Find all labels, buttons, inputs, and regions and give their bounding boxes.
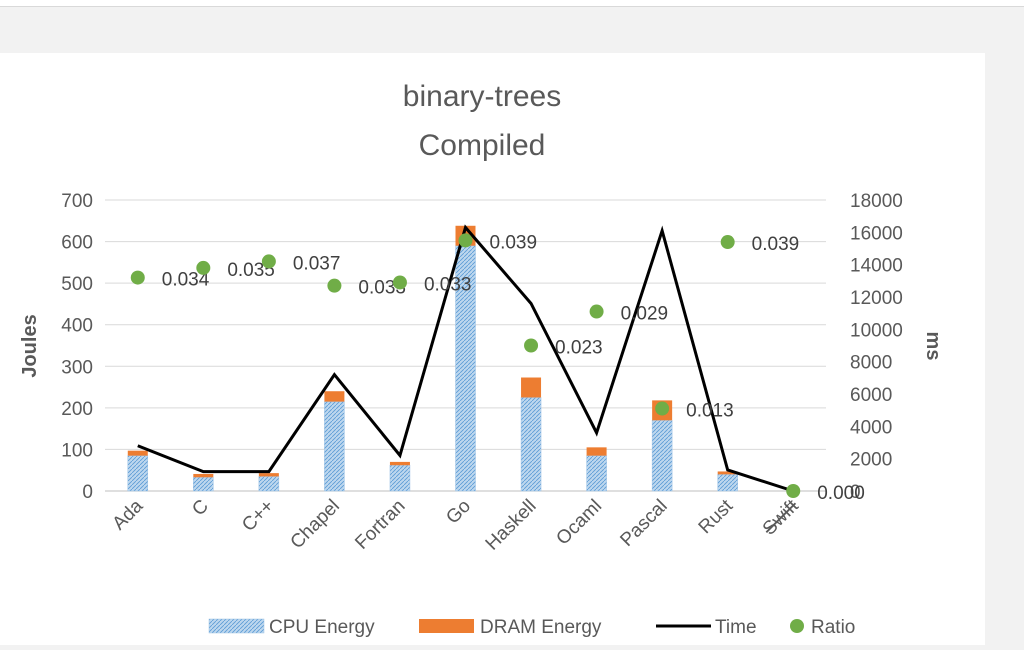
- legend-label-time: Time: [715, 617, 757, 638]
- y2-axis-label: ms: [922, 332, 944, 361]
- cpu-energy-bar: [651, 420, 673, 492]
- ratio-data-label: 0.039: [490, 232, 538, 253]
- x-axis-ticks: Ada C C++ Chapel Fortran Go Haskell Ocaml Pascal…: [109, 495, 804, 554]
- chart-title-line2: Compiled: [419, 129, 546, 162]
- ratio-point: [261, 254, 276, 269]
- y2-tick-label: 6000: [850, 385, 892, 406]
- y2-tick-label: 2000: [850, 450, 892, 471]
- x-tick-label: C++: [238, 496, 278, 536]
- y-tick-label: 100: [61, 440, 93, 461]
- cpu-energy-bar: [586, 455, 607, 492]
- y2-tick-label: 16000: [850, 223, 903, 244]
- legend-swatch-cpu-energy: [208, 618, 265, 634]
- dram-energy-bar: [717, 471, 738, 475]
- ratio-point: [130, 270, 145, 285]
- chart-title-line1: binary-trees: [403, 80, 561, 113]
- y-tick-label: 0: [82, 482, 93, 503]
- x-tick-label: C: [188, 496, 213, 521]
- y2-tick-label: 14000: [850, 256, 903, 277]
- x-tick-label: Chapel: [287, 496, 344, 553]
- bar-series: [127, 225, 738, 492]
- y2-axis-ticks: 0 2000 4000 6000 8000 10000 12000 14000 16000 180…: [850, 191, 903, 503]
- y2-tick-label: 4000: [850, 417, 892, 438]
- dram-energy-bar: [258, 473, 279, 477]
- ratio-point: [589, 304, 604, 319]
- x-tick-label: Swift: [759, 495, 803, 539]
- ratio-point: [392, 275, 407, 290]
- ratio-data-label: 0.013: [686, 401, 734, 422]
- y-tick-label: 500: [61, 274, 93, 295]
- y2-tick-label: 10000: [850, 320, 903, 341]
- cpu-energy-bar: [324, 401, 345, 492]
- ratio-point: [524, 338, 539, 353]
- legend-label-cpu-energy: CPU Energy: [269, 617, 375, 638]
- y-tick-label: 600: [61, 233, 93, 254]
- y-tick-label: 700: [61, 191, 93, 212]
- y2-tick-label: 8000: [850, 353, 892, 374]
- y-tick-label: 400: [61, 316, 93, 337]
- dram-energy-bar: [127, 450, 148, 456]
- ratio-data-label: 0.023: [555, 338, 603, 359]
- ratio-point: [720, 235, 735, 250]
- x-tick-label: Ada: [109, 495, 148, 534]
- cpu-energy-bar: [389, 464, 411, 492]
- x-tick-label: Pascal: [616, 496, 671, 551]
- legend-swatch-ratio: [790, 619, 804, 633]
- dram-energy-bar: [586, 447, 607, 456]
- cpu-energy-bar: [520, 397, 542, 492]
- x-tick-label: Go: [442, 496, 475, 529]
- dram-energy-bar: [389, 461, 410, 466]
- legend-swatch-dram-energy: [419, 619, 474, 633]
- ratio-data-label: 0.033: [424, 274, 472, 295]
- y-axis-ticks: 0 100 200 300 400 500 600 700: [61, 191, 93, 503]
- ratio-data-label: 0.037: [293, 253, 341, 274]
- cpu-energy-bar: [193, 477, 214, 492]
- cpu-energy-bar: [127, 455, 149, 492]
- ratio-point: [196, 260, 211, 275]
- ratio-data-label: 0.029: [621, 304, 669, 325]
- time-line: [137, 224, 794, 493]
- y2-tick-label: 12000: [850, 288, 903, 309]
- legend-label-dram-energy: DRAM Energy: [480, 617, 602, 638]
- cpu-energy-bar: [258, 476, 280, 492]
- x-tick-label: Rust: [695, 495, 738, 538]
- dram-energy-bar: [521, 377, 542, 398]
- legend: CPU Energy DRAM Energy Time Ratio: [208, 617, 855, 638]
- ratio-point: [786, 484, 801, 498]
- y2-tick-label: 18000: [850, 191, 903, 212]
- top-strip: [0, 0, 1024, 7]
- ratio-point: [327, 278, 342, 293]
- ratio-point: [458, 233, 473, 248]
- ratio-data-label: 0.000: [817, 483, 865, 504]
- y-tick-label: 200: [61, 399, 93, 420]
- x-tick-label: Fortran: [351, 496, 409, 554]
- ratio-data-label: 0.034: [162, 270, 210, 291]
- time-line-series: [137, 224, 794, 493]
- legend-label-ratio: Ratio: [811, 617, 855, 638]
- y-axis-label: Joules: [19, 314, 41, 377]
- chart-panel[interactable]: binary-trees Compiled Joules ms 0 100 200 3…: [0, 53, 985, 645]
- ratio-point: [655, 401, 670, 416]
- y-tick-label: 300: [61, 357, 93, 378]
- dram-energy-bar: [324, 391, 345, 402]
- ratio-data-label: 0.039: [752, 234, 800, 255]
- dram-energy-bar: [193, 473, 214, 478]
- x-tick-label: Haskell: [482, 496, 541, 555]
- cpu-energy-bar: [717, 474, 738, 492]
- x-tick-label: Ocaml: [552, 496, 606, 550]
- y2-tick-label: 0: [850, 482, 861, 503]
- chart: binary-trees Compiled Joules ms 0 100 200 3…: [19, 80, 944, 638]
